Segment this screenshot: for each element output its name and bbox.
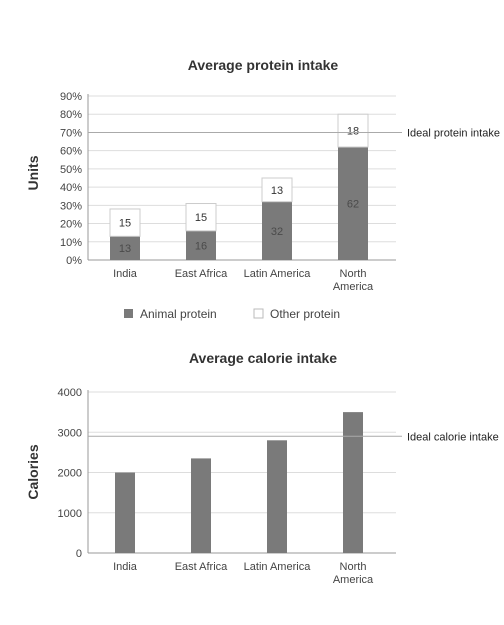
calorie-bars [115,412,363,553]
bar-value-label: 15 [195,212,207,224]
x-tick-label: Latin America [244,561,312,573]
bar-segment [267,440,287,553]
bar-segment [261,177,293,203]
bar-segment [110,236,140,260]
y-tick-label: 3000 [58,427,82,439]
y-tick-label: 30% [60,200,82,212]
protein-y-ticks: 0% 10% 20% 30% 40% 50% 60% 70% 80% 90% [60,91,82,267]
x-tick-label: Latin America [244,268,312,280]
y-tick-label: 0 [76,548,82,560]
x-tick-label: India [113,268,138,280]
bar-value-label: 32 [271,226,283,238]
y-tick-label: 50% [60,164,82,176]
protein-legend: Animal protein Other protein [124,307,340,321]
bar-value-label: 16 [195,240,207,252]
y-tick-label: 60% [60,146,82,158]
bar-segment [338,147,368,260]
bar-segment [343,412,363,553]
bar-value-label: 62 [347,199,359,211]
y-tick-label: 80% [60,109,82,121]
protein-chart-title: Average protein intake [188,57,339,73]
y-tick-label: 90% [60,91,82,103]
y-tick-label: 2000 [58,468,82,480]
bar-segment [337,113,369,148]
x-tick-label: North America [333,561,374,586]
bar-segment [191,458,211,553]
y-tick-label: 1000 [58,508,82,520]
calorie-ideal-label: Ideal calorie intake [407,431,499,443]
protein-x-ticks: India East Africa Latin America North Americ… [113,268,374,293]
bar-segment [262,201,292,260]
legend-swatch-other [253,308,264,319]
bar-segment [186,230,216,260]
calorie-y-axis-label: Calories [25,444,41,499]
bar-value-label: 13 [271,185,283,197]
x-tick-label: India [113,561,138,573]
y-tick-label: 70% [60,127,82,139]
y-tick-label: 10% [60,237,82,249]
protein-y-axis-label: Units [25,155,41,190]
legend-label-other: Other protein [270,307,340,321]
x-tick-label: East Africa [175,561,228,573]
y-tick-label: 40% [60,182,82,194]
bar-segment [109,208,141,237]
y-tick-label: 0% [66,255,82,267]
legend-label-animal: Animal protein [140,307,217,321]
calorie-y-ticks: 0 1000 2000 3000 4000 [58,387,82,560]
protein-ideal-label: Ideal protein intake [407,127,500,139]
bar-segment [115,472,135,553]
legend-swatch-animal [124,309,133,318]
protein-bars: 13 15 16 15 32 13 62 18 [109,113,369,260]
x-tick-label: East Africa [175,268,228,280]
calorie-x-ticks: India East Africa Latin America North Americ… [113,561,374,586]
x-tick-label: North America [333,268,374,293]
calorie-chart-title: Average calorie intake [189,350,337,366]
bar-value-label: 13 [119,243,131,255]
y-tick-label: 4000 [58,387,82,399]
bar-value-label: 18 [347,126,359,138]
y-tick-label: 20% [60,219,82,231]
bar-segment [185,203,217,232]
bar-value-label: 15 [119,218,131,230]
